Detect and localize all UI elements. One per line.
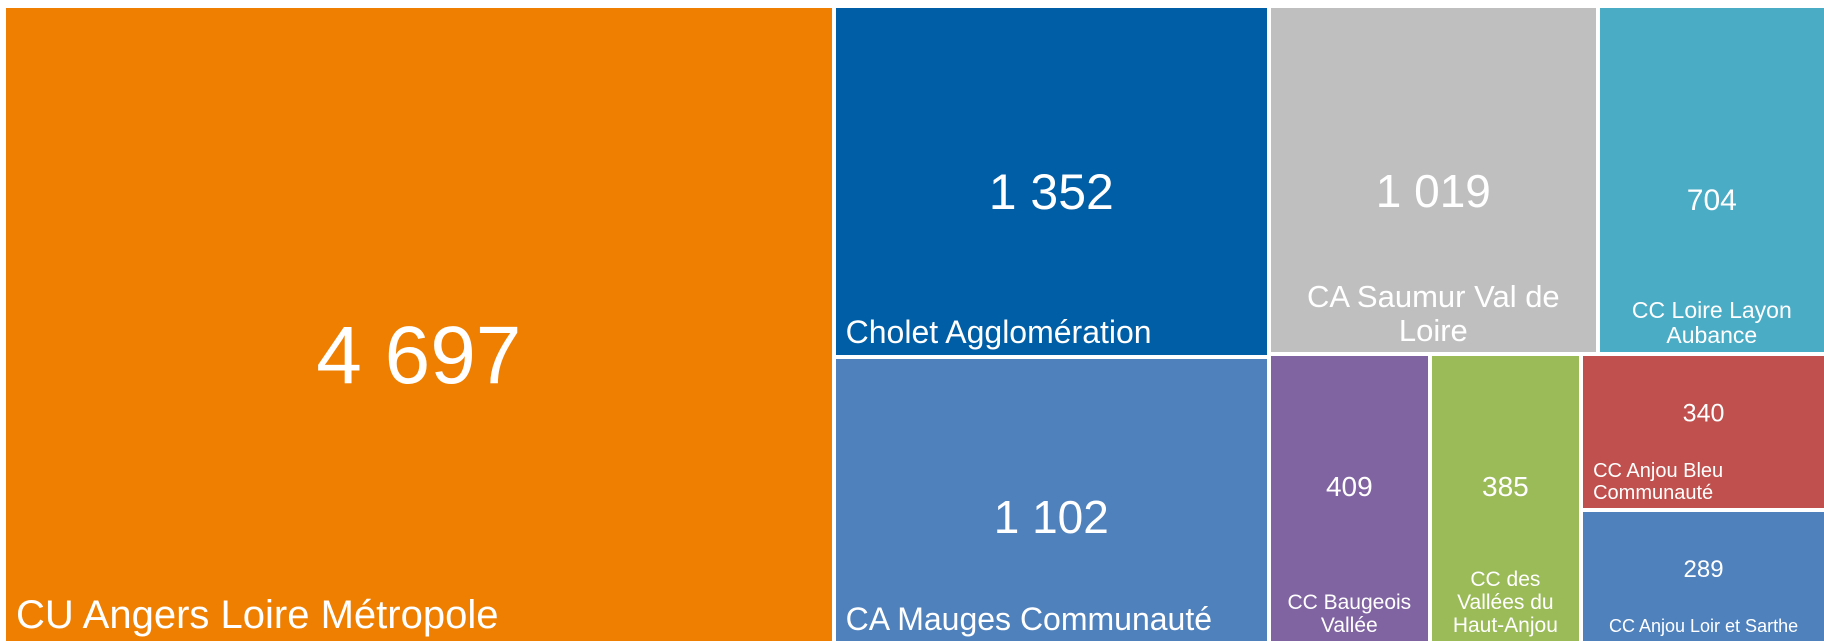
tile: 340 CC Anjou Bleu Communauté (1583, 356, 1824, 509)
tile: 704 CC Loire Layon Aubance (1599, 8, 1824, 353)
value-label: 1 102 (993, 490, 1109, 543)
tile: 1 102 CA Mauges Communauté (835, 358, 1267, 641)
value-label: 704 (1686, 183, 1737, 217)
value-label: 409 (1325, 471, 1373, 503)
value-label: 385 (1482, 471, 1529, 503)
category-label: CA Mauges Communauté (845, 600, 1213, 637)
category-label: CC Loire Layon Aubance (1631, 296, 1792, 349)
category-label: CC Anjou Bleu Communauté (1593, 460, 1724, 505)
value-label: 1 352 (988, 163, 1114, 220)
tile: 289 CC Anjou Loir et Sarthe (1583, 512, 1824, 641)
value-label: 1 019 (1375, 164, 1491, 217)
tile: 1 019 CA Saumur Val de Loire (1270, 8, 1596, 353)
category-label: CU Angers Loire Métropole (16, 593, 499, 637)
value-label: 340 (1682, 399, 1725, 428)
category-label: CA Saumur Val de Loire (1306, 279, 1560, 349)
category-label: CC Anjou Loir et Sarthe (1608, 616, 1799, 637)
category-label: CC des Vallées du Haut-Anjou (1452, 567, 1558, 637)
category-label: CC Baugeois Vallée (1287, 590, 1412, 637)
tile: 385 CC des Vallées du Haut-Anjou (1431, 356, 1580, 641)
value-label: 289 (1683, 556, 1724, 584)
tile: 4 697 CU Angers Loire Métropole (6, 8, 832, 641)
value-label: 4 697 (316, 310, 522, 402)
tile: 1 352 Cholet Agglomération (835, 8, 1267, 355)
category-label: Cholet Agglomération (845, 314, 1152, 351)
tile: 409 CC Baugeois Vallée (1270, 356, 1428, 641)
